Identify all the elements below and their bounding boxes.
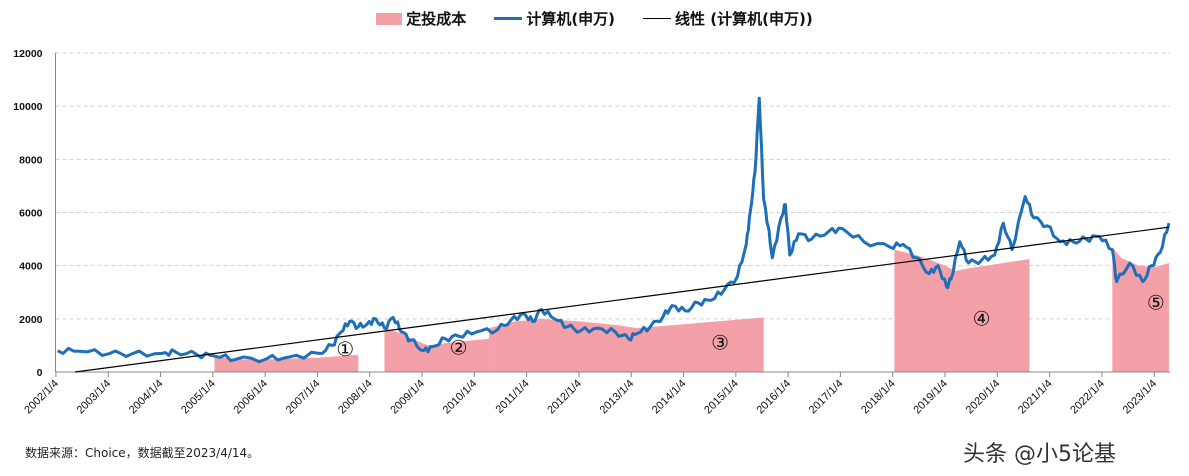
period-marker: ④ [973,306,991,330]
period-marker: ① [336,337,354,361]
index-line [56,96,1171,364]
cost-area [894,249,1030,372]
x-tick-label: 2008/1/4 [336,378,375,417]
x-tick-label: 2002/1/4 [22,378,61,417]
y-tick-label: 10000 [13,101,42,113]
x-tick-label: 2009/1/4 [388,378,427,417]
period-marker: ② [450,336,468,360]
legend: 定投成本 计算机(申万) 线性 (计算机(申万)) [0,8,1189,29]
cost-area [1112,247,1169,372]
legend-trend-label: 线性 (计算机(申万)) [675,10,813,28]
y-tick-label: 0 [37,367,43,379]
x-tick-label: 2017/1/4 [807,378,846,417]
period-marker: ③ [711,330,729,354]
x-tick-label: 2013/1/4 [598,378,637,417]
x-tick-label: 2019/1/4 [911,378,950,417]
cost-area [489,317,764,372]
x-tick-label: 2011/1/4 [494,378,532,416]
x-tick-label: 2015/1/4 [702,378,741,417]
x-tick-label: 2005/1/4 [179,378,218,417]
x-tick-label: 2004/1/4 [127,378,166,417]
trend-swatch [643,18,672,19]
x-tick-label: 2021/1/4 [1016,378,1055,417]
cost-swatch [376,12,403,25]
x-tick-label: 2016/1/4 [754,378,793,417]
x-tick-label: 2010/1/4 [441,378,480,417]
legend-item-trend[interactable]: 线性 (计算机(申万)) [643,8,813,29]
x-tick-label: 2003/1/4 [75,378,114,417]
cost-area [214,354,359,372]
x-tick-label: 2022/1/4 [1068,378,1107,417]
x-tick-label: 2007/1/4 [284,378,323,417]
period-marker: ⑤ [1147,291,1165,315]
x-tick-label: 2023/1/4 [1121,378,1160,417]
trend-line [74,226,1170,373]
watermark: 头条 @小5论基 [963,442,1116,467]
y-tick-label: 6000 [19,208,43,220]
legend-index-label: 计算机(申万) [526,10,616,28]
x-tick-label: 2020/1/4 [964,378,1003,417]
x-tick-label: 2014/1/4 [650,378,689,417]
y-tick-label: 4000 [19,261,43,273]
index-swatch [494,17,523,20]
legend-item-index[interactable]: 计算机(申万) [494,8,615,29]
x-tick-label: 2012/1/4 [545,378,584,417]
y-tick-label: 12000 [13,48,42,60]
legend-cost-label: 定投成本 [406,10,467,28]
x-tick-label: 2018/1/4 [859,378,898,417]
y-tick-label: 8000 [19,154,43,166]
source-note: 数据来源：Choice，数据截至2023/4/14。 [25,446,260,460]
x-tick-label: 2006/1/4 [231,378,270,417]
y-tick-label: 2000 [19,314,43,326]
legend-item-cost[interactable]: 定投成本 [376,8,466,29]
